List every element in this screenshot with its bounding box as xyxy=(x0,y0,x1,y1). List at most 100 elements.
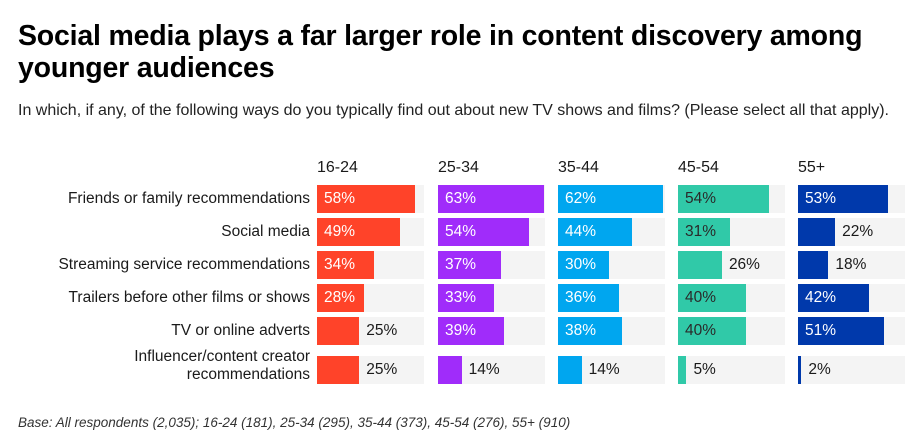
bar-track: 14% xyxy=(558,356,665,384)
bar-track: 38% xyxy=(558,317,665,345)
bar xyxy=(798,251,829,279)
category-label: Social media xyxy=(221,223,310,240)
bar-track: 58% xyxy=(317,185,424,213)
bar-track: 37% xyxy=(438,251,545,279)
bar xyxy=(438,251,501,279)
bar-track: 25% xyxy=(317,356,424,384)
data-label: 40% xyxy=(685,289,717,306)
data-label: 2% xyxy=(808,361,831,378)
bar-track: 53% xyxy=(798,185,905,213)
bar-track: 62% xyxy=(558,185,665,213)
bar xyxy=(798,356,802,384)
bar xyxy=(317,356,360,384)
bar xyxy=(798,317,885,345)
bar-track: 44% xyxy=(558,218,665,246)
category-label: Trailers before other films or shows xyxy=(68,289,310,306)
bar-track: 22% xyxy=(798,218,905,246)
bar xyxy=(558,251,609,279)
bar-track: 39% xyxy=(438,317,545,345)
category-label: Streaming service recommendations xyxy=(58,256,310,273)
bar xyxy=(317,185,416,213)
column-header: 45-54 xyxy=(678,159,719,176)
bar xyxy=(678,251,722,279)
data-label: 53% xyxy=(805,190,837,207)
bar-track: 14% xyxy=(438,356,545,384)
data-label: 5% xyxy=(693,361,716,378)
chart-subtitle: In which, if any, of the following ways … xyxy=(18,102,889,119)
column-header: 35-44 xyxy=(558,159,599,176)
data-label: 22% xyxy=(842,223,874,240)
bar xyxy=(678,356,687,384)
data-label: 49% xyxy=(324,223,356,240)
bar xyxy=(678,185,770,213)
bar-track: 25% xyxy=(317,317,424,345)
bar xyxy=(438,284,494,312)
bar xyxy=(317,218,400,246)
bar-track: 49% xyxy=(317,218,424,246)
bar xyxy=(558,284,619,312)
data-label: 44% xyxy=(565,223,597,240)
data-label: 62% xyxy=(565,190,597,207)
column-header: 25-34 xyxy=(438,159,479,176)
data-label: 40% xyxy=(685,322,717,339)
bar xyxy=(798,185,888,213)
bar-track: 34% xyxy=(317,251,424,279)
data-label: 25% xyxy=(366,361,398,378)
base-note: Base: All respondents (2,035); 16-24 (18… xyxy=(18,415,571,430)
data-label: 14% xyxy=(588,361,620,378)
bar xyxy=(558,185,663,213)
data-label: 34% xyxy=(324,256,356,273)
bar xyxy=(317,251,375,279)
bar xyxy=(558,218,633,246)
bar-track: 28% xyxy=(317,284,424,312)
data-label: 58% xyxy=(324,190,356,207)
bar xyxy=(558,356,582,384)
bar-track: 42% xyxy=(798,284,905,312)
bar-track: 5% xyxy=(678,356,785,384)
category-label: TV or online adverts xyxy=(171,322,310,339)
data-label: 38% xyxy=(565,322,597,339)
bar-track: 30% xyxy=(558,251,665,279)
bar xyxy=(798,218,836,246)
bar xyxy=(678,218,731,246)
bar xyxy=(317,284,365,312)
bar xyxy=(438,356,462,384)
bar-track: 31% xyxy=(678,218,785,246)
bar xyxy=(317,317,360,345)
column-header: 55+ xyxy=(798,159,826,176)
bar xyxy=(438,185,545,213)
bar-track: 18% xyxy=(798,251,905,279)
bar-track: 54% xyxy=(678,185,785,213)
category-label: Friends or family recommendations xyxy=(67,190,310,207)
data-label: 54% xyxy=(445,223,477,240)
bar-track: 26% xyxy=(678,251,785,279)
bar-track: 33% xyxy=(438,284,545,312)
chart-title: Social media plays a far larger role in … xyxy=(18,20,863,84)
data-label: 42% xyxy=(805,289,837,306)
data-label: 37% xyxy=(445,256,477,273)
bar-track: 2% xyxy=(798,356,905,384)
data-label: 63% xyxy=(445,190,477,207)
data-label: 18% xyxy=(835,256,867,273)
data-label: 28% xyxy=(324,289,356,306)
data-label: 26% xyxy=(728,256,760,273)
small-multiples-bar-chart: Friends or family recommendations Social … xyxy=(0,155,913,395)
data-label: 33% xyxy=(445,289,477,306)
bar-track: 54% xyxy=(438,218,545,246)
bar xyxy=(558,317,623,345)
category-label: Influencer/content creator recommendatio… xyxy=(134,348,310,383)
data-label: 39% xyxy=(445,322,477,339)
bar-track: 40% xyxy=(678,317,785,345)
data-label: 36% xyxy=(565,289,597,306)
bar xyxy=(438,317,504,345)
bar-track: 51% xyxy=(798,317,905,345)
data-label: 31% xyxy=(685,223,717,240)
bar xyxy=(678,317,746,345)
data-label: 51% xyxy=(805,322,837,339)
bar xyxy=(798,284,869,312)
bar-track: 63% xyxy=(438,185,545,213)
bar xyxy=(678,284,746,312)
data-label: 54% xyxy=(685,190,717,207)
bar-track: 40% xyxy=(678,284,785,312)
data-label: 14% xyxy=(468,361,500,378)
